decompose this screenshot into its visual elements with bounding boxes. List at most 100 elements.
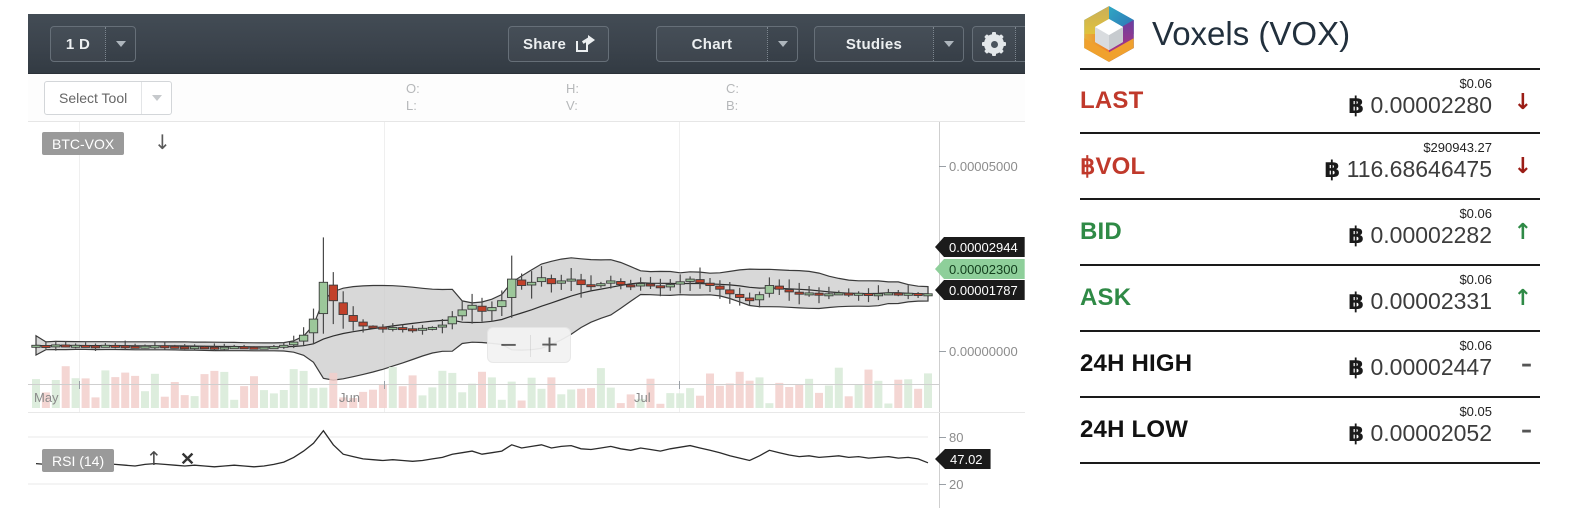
select-tool-label[interactable]: Select Tool [59, 90, 128, 106]
select-tool-dropdown[interactable]: Select Tool [44, 81, 173, 115]
trend-down-icon: ↓ [1513, 90, 1532, 115]
gear-icon [982, 32, 1006, 56]
ticker-btc-value: ฿ 0.00002331 [1348, 288, 1492, 315]
price-x-axis: May Jun Jul [28, 381, 940, 412]
x-axis-label: Jun [339, 390, 360, 405]
studies-button-group[interactable]: Studies [814, 26, 964, 62]
ticker-btc-value: ฿ 0.00002280 [1348, 92, 1492, 119]
bitcoin-symbol-icon: ฿ [1348, 93, 1365, 119]
ticker-usd-value: $0.05 [1459, 404, 1492, 419]
ohlc-info-bar: Select Tool O: L: H: V: C: B: [28, 74, 1025, 122]
settings-button[interactable] [973, 27, 1015, 61]
ticker-row: ฿VOL $290943.27 ฿ 116.68646475 ↓ [1080, 134, 1540, 200]
grid-line [679, 122, 680, 412]
ticker-row-label: ASK [1080, 284, 1132, 311]
settings-dropdown-toggle[interactable] [1015, 27, 1025, 61]
rsi-y-axis: 80 20 47.02 [935, 413, 1025, 508]
ticker-rows: LAST $0.06 ฿ 0.00002280 ↓ ฿VOL $290943.27 ฿ 11… [1080, 68, 1540, 464]
ticker-row-values: $0.06 ฿ 0.00002282 [1348, 206, 1492, 250]
timeframe-dropdown-toggle[interactable] [105, 27, 135, 61]
page-title: Voxels (VOX) [1152, 15, 1351, 52]
y-axis-label: 0.00005000 [949, 159, 1018, 174]
zoom-in-button[interactable]: + [539, 332, 560, 358]
share-icon [576, 35, 596, 52]
rsi-pane[interactable]: RSI (14) ↑ ✕ 80 20 47.02 [28, 412, 1025, 508]
chart-dropdown-toggle[interactable] [767, 27, 797, 61]
trend-flat-icon: – [1521, 418, 1532, 443]
lower-band-price-tag: 0.00001787 [935, 280, 1025, 300]
chevron-down-icon [777, 41, 788, 47]
ticker-usd-value: $0.06 [1459, 206, 1492, 221]
ticker-row: 24H LOW $0.05 ฿ 0.00002052 – [1080, 398, 1540, 464]
symbol-collapse-arrow-icon[interactable]: ↓ [154, 130, 171, 154]
rsi-close-icon[interactable]: ✕ [180, 449, 196, 469]
rsi-move-up-icon[interactable]: ↑ [146, 448, 162, 470]
ticker-btc-value: ฿ 0.00002282 [1348, 222, 1492, 249]
symbol-badge[interactable]: BTC-VOX [42, 132, 125, 155]
rsi-study-badge[interactable]: RSI (14) [42, 449, 115, 472]
share-button-group[interactable]: Share [508, 26, 610, 62]
voxels-logo-icon [1084, 6, 1134, 62]
bitcoin-symbol-icon: ฿ [1348, 289, 1365, 315]
last-price-tag: 0.00002300 [935, 259, 1025, 279]
rsi-line-plot [28, 429, 929, 485]
zoom-controls[interactable]: − + [487, 327, 571, 363]
chart-widget: 1 D Share Chart St [28, 14, 1025, 509]
ticker-row-label: 24H LOW [1080, 416, 1189, 443]
bitcoin-symbol-icon: ฿ [1348, 421, 1365, 447]
ohlc-close: C: [726, 81, 739, 96]
trend-flat-icon: – [1521, 352, 1532, 377]
ticker-row-values: $0.05 ฿ 0.00002052 [1348, 404, 1492, 448]
chart-button[interactable]: Chart [657, 27, 767, 61]
ticker-usd-value: $0.06 [1459, 76, 1492, 91]
studies-dropdown-toggle[interactable] [933, 27, 963, 61]
ticker-row-values: $290943.27 ฿ 116.68646475 [1324, 140, 1492, 184]
ticker-usd-value: $0.06 [1459, 272, 1492, 287]
ticker-btc-value: ฿ 0.00002447 [1348, 354, 1492, 381]
ohlc-close-base: C: B: [726, 80, 739, 114]
y-axis-label: 0.00000000 [949, 344, 1018, 359]
ticker-row-label: ฿VOL [1080, 152, 1146, 180]
share-button[interactable]: Share [509, 27, 608, 61]
ticker-row-label: LAST [1080, 87, 1144, 114]
timeframe-button[interactable]: 1 D [51, 27, 105, 61]
ticker-row: LAST $0.06 ฿ 0.00002280 ↓ [1080, 68, 1540, 134]
timeframe-button-group[interactable]: 1 D [50, 26, 136, 62]
ticker-row: ASK $0.06 ฿ 0.00002331 ↑ [1080, 266, 1540, 332]
ticker-row-values: $0.06 ฿ 0.00002447 [1348, 338, 1492, 382]
rsi-value-tag: 47.02 [935, 449, 991, 469]
price-y-axis: 0.00005000 0.00000000 0.00002944 0.00002… [935, 122, 1025, 412]
trend-up-icon: ↑ [1513, 286, 1532, 311]
upper-band-price-tag: 0.00002944 [935, 237, 1025, 257]
rsi-y-label-top: 80 [949, 430, 964, 445]
rsi-y-label-bottom: 20 [949, 477, 964, 492]
price-candlestick-plot [31, 237, 933, 408]
zoom-out-button[interactable]: − [498, 332, 519, 358]
ohlc-high-volume: H: V: [566, 80, 579, 114]
price-chart-pane[interactable]: BTC-VOX ↓ − + 0.00005000 0.00000000 0.00… [28, 122, 1025, 412]
ticker-row: 24H HIGH $0.06 ฿ 0.00002447 – [1080, 332, 1540, 398]
ticker-panel: Voxels (VOX) LAST $0.06 ฿ 0.00002280 ↓ ฿VOL $… [1080, 0, 1540, 509]
chevron-down-icon [115, 41, 126, 47]
ohlc-volume: V: [566, 98, 578, 113]
ticker-row-label: BID [1080, 218, 1122, 245]
studies-button[interactable]: Studies [815, 27, 933, 61]
ticker-btc-value: ฿ 0.00002052 [1348, 420, 1492, 447]
trend-up-icon: ↑ [1513, 220, 1532, 245]
ohlc-low: L: [406, 98, 417, 113]
ticker-row-values: $0.06 ฿ 0.00002331 [1348, 272, 1492, 316]
zoom-divider [530, 335, 531, 357]
ticker-usd-value: $290943.27 [1423, 140, 1492, 155]
grid-line [79, 122, 80, 412]
bitcoin-symbol-icon: ฿ [1348, 223, 1365, 249]
ticker-row: BID $0.06 ฿ 0.00002282 ↑ [1080, 200, 1540, 266]
chart-toolbar: 1 D Share Chart St [28, 14, 1025, 74]
chart-button-group[interactable]: Chart [656, 26, 798, 62]
settings-button-group[interactable] [972, 26, 1025, 62]
ticker-row-label: 24H HIGH [1080, 350, 1193, 377]
ohlc-open: O: [406, 81, 420, 96]
trend-down-icon: ↓ [1513, 154, 1532, 179]
ohlc-high: H: [566, 81, 579, 96]
select-tool-dropdown-toggle[interactable] [141, 82, 171, 114]
chevron-down-icon [151, 95, 162, 101]
